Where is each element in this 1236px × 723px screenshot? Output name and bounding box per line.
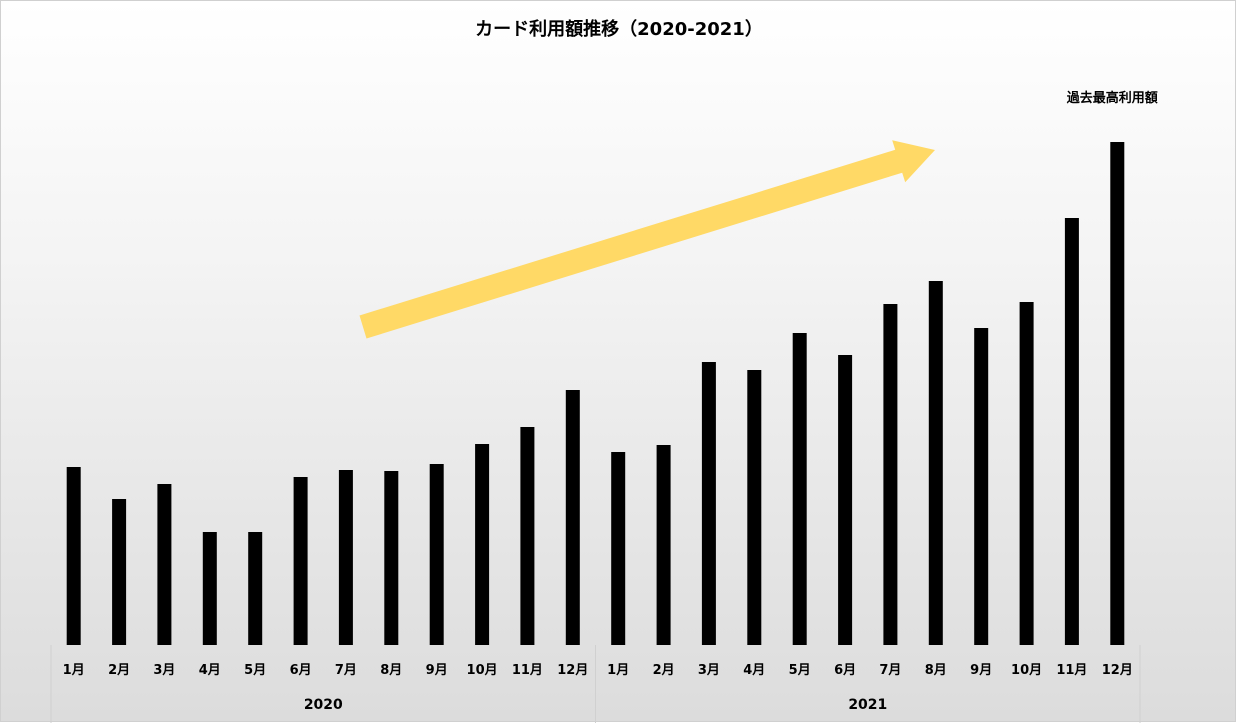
bar xyxy=(202,532,217,645)
bar xyxy=(701,362,716,645)
bar xyxy=(475,444,490,645)
bar xyxy=(1110,142,1125,645)
x-tick-label: 12月 xyxy=(557,663,588,678)
bar xyxy=(1064,218,1079,645)
x-tick-label: 12月 xyxy=(1102,663,1133,678)
group-label: 2021 xyxy=(848,697,887,713)
bar xyxy=(520,427,535,645)
bar xyxy=(656,445,671,645)
bar xyxy=(157,484,172,645)
bar xyxy=(883,304,898,645)
chart-title: カード利用額推移（2020-2021） xyxy=(475,18,763,40)
x-tick-label: 11月 xyxy=(512,663,543,678)
bar xyxy=(293,477,308,645)
x-tick-label: 8月 xyxy=(380,663,402,678)
x-tick-label: 4月 xyxy=(743,663,765,678)
bar xyxy=(1019,302,1034,645)
x-tick-label: 9月 xyxy=(970,663,992,678)
x-tick-label: 10月 xyxy=(1011,663,1042,678)
x-tick-label: 2月 xyxy=(653,663,675,678)
x-tick-label: 4月 xyxy=(199,663,221,678)
x-tick-label: 5月 xyxy=(789,663,811,678)
bar xyxy=(792,333,807,645)
x-tick-label: 2月 xyxy=(108,663,130,678)
bar xyxy=(338,470,353,645)
x-tick-label: 11月 xyxy=(1056,663,1087,678)
x-tick-label: 6月 xyxy=(834,663,856,678)
x-tick-label: 5月 xyxy=(244,663,266,678)
x-tick-label: 7月 xyxy=(335,663,357,678)
x-tick-label: 1月 xyxy=(607,663,629,678)
peak-annotation: 過去最高利用額 xyxy=(1066,90,1158,106)
x-tick-label: 3月 xyxy=(153,663,175,678)
x-tick-label: 8月 xyxy=(925,663,947,678)
x-tick-label: 9月 xyxy=(426,663,448,678)
bar xyxy=(565,390,580,645)
bar xyxy=(248,532,263,645)
bar xyxy=(974,328,989,645)
bar xyxy=(747,370,762,645)
bar xyxy=(66,467,81,645)
bar xyxy=(112,499,127,645)
group-label: 2020 xyxy=(304,697,343,713)
trend-arrow xyxy=(359,140,935,339)
x-tick-label: 3月 xyxy=(698,663,720,678)
x-tick-label: 1月 xyxy=(63,663,85,678)
x-tick-label: 10月 xyxy=(467,663,498,678)
x-tick-label: 6月 xyxy=(290,663,312,678)
x-tick-label: 7月 xyxy=(879,663,901,678)
bar xyxy=(384,471,399,645)
bar xyxy=(928,281,943,645)
bar xyxy=(838,355,853,645)
bar xyxy=(611,452,626,645)
bar xyxy=(429,464,444,645)
